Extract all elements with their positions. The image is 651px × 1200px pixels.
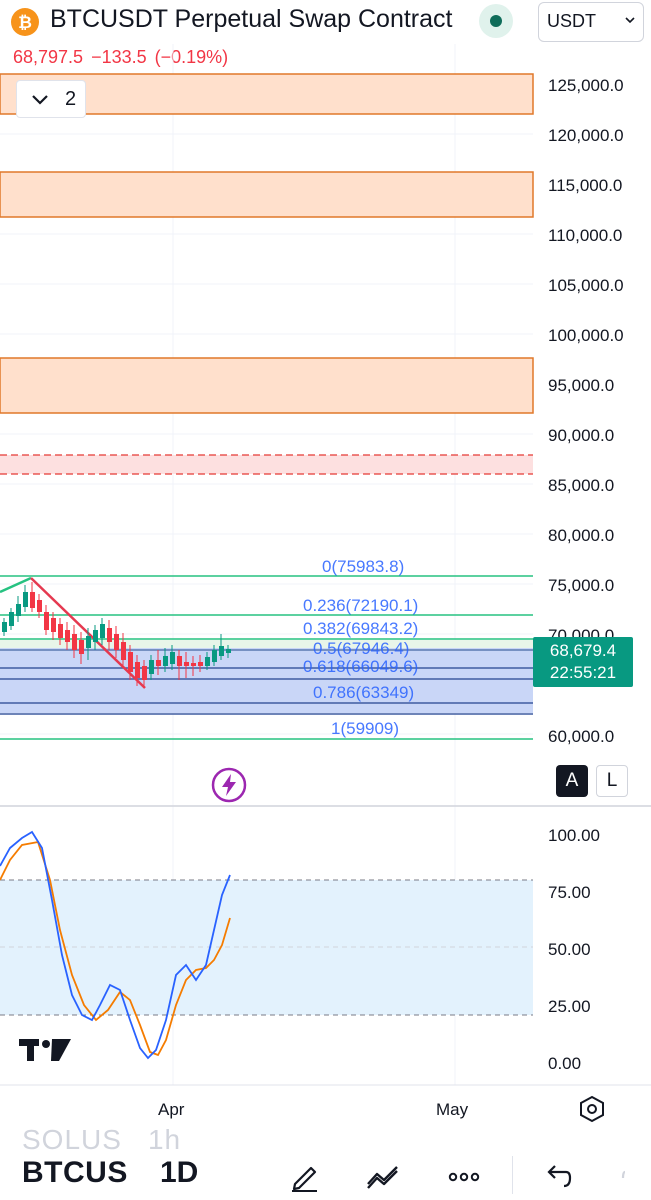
interval-button[interactable]: 1D — [160, 1156, 199, 1189]
more-icon[interactable] — [446, 1158, 482, 1194]
chevron-down-icon — [625, 17, 635, 24]
bar-countdown: 22:55:21 — [549, 663, 617, 682]
previous-interval: 1h — [147, 1124, 182, 1155]
price-chart[interactable]: 0(75983.8) 0.236(72190.1) 0.382(69843.2)… — [0, 0, 651, 1150]
tradingview-logo-icon[interactable] — [19, 1037, 71, 1063]
stoch-k-line — [0, 830, 231, 1060]
currency-value: USDT — [547, 11, 596, 31]
market-status-button[interactable] — [479, 4, 513, 38]
price-axis-label: 120,000.0 — [548, 126, 624, 145]
price-axis-label: 105,000.0 — [548, 276, 624, 295]
candlesticks[interactable] — [2, 582, 231, 688]
fib-label: 0.618(66049.6) — [303, 657, 418, 676]
indicators-icon[interactable] — [365, 1158, 401, 1194]
time-axis-label: Apr — [158, 1100, 185, 1119]
currency-select[interactable]: USDT — [538, 2, 644, 42]
fib-fill — [0, 648, 533, 713]
time-axis-label: May — [436, 1100, 469, 1119]
resistance-zone[interactable] — [0, 171, 534, 218]
indicator-count: 2 — [65, 88, 77, 110]
bottom-toolbar: BTCUS 1D — [0, 1150, 651, 1200]
chevron-down-icon — [32, 95, 48, 105]
price-change: −133.5 — [91, 47, 147, 67]
liquidity-zone[interactable] — [0, 455, 533, 474]
price-axis-label: 95,000.0 — [548, 376, 614, 395]
price-axis-label: 125,000.0 — [548, 76, 624, 95]
trend-line-up[interactable] — [0, 576, 32, 594]
indicator-collapse-button[interactable]: 2 — [16, 80, 86, 118]
current-price-tag: 68,679.4 22:55:21 — [533, 637, 633, 687]
previous-symbol-row: SOLUS 1h — [22, 1124, 207, 1156]
symbol-button[interactable]: BTCUS — [22, 1156, 128, 1189]
price-axis-label: 110,000.0 — [548, 226, 622, 245]
oscillator-axis-label: 50.00 — [548, 940, 591, 959]
fib-label: 0.382(69843.2) — [303, 619, 418, 638]
redo-icon[interactable] — [615, 1158, 651, 1194]
resistance-zone[interactable] — [0, 357, 534, 414]
oscillator-axis[interactable]: 100.00 75.00 50.00 25.00 0.00 — [548, 826, 600, 1073]
oscillator-axis-label: 25.00 — [548, 997, 591, 1016]
market-status-dot-icon — [490, 15, 502, 27]
pencil-icon[interactable] — [287, 1158, 323, 1194]
oscillator-axis-label: 75.00 — [548, 883, 591, 902]
oscillator-axis-label: 0.00 — [548, 1054, 581, 1073]
auto-scale-button[interactable]: A — [556, 765, 588, 797]
fib-label: 0.236(72190.1) — [303, 596, 418, 615]
fib-fill — [0, 640, 533, 648]
svg-text:₿: ₿ — [18, 13, 32, 32]
chart-header: ₿ BTCUSDT Perpetual Swap Contract USDT — [0, 0, 651, 44]
symbol-title[interactable]: BTCUSDT Perpetual Swap Contract — [50, 5, 453, 33]
price-axis-label: 90,000.0 — [548, 426, 614, 445]
undo-icon[interactable] — [540, 1158, 576, 1194]
price-axis-label: 60,000.0 — [548, 727, 614, 746]
price-axis-label: 85,000.0 — [548, 476, 614, 495]
previous-symbol: SOLUS — [22, 1124, 122, 1155]
last-price: 68,797.5 — [13, 47, 84, 67]
current-price-value: 68,679.4 — [549, 641, 617, 660]
fib-label: 0(75983.8) — [322, 557, 404, 576]
log-scale-button[interactable]: L — [596, 765, 628, 797]
lightning-icon[interactable] — [211, 767, 247, 803]
resistance-zone[interactable] — [0, 73, 534, 115]
price-axis-label: 80,000.0 — [548, 526, 614, 545]
price-axis-label: 75,000.0 — [548, 576, 614, 595]
price-axis-label: 115,000.0 — [548, 176, 622, 195]
toolbar-divider — [512, 1156, 513, 1194]
price-axis-label: 100,000.0 — [548, 326, 624, 345]
bitcoin-icon: ₿ — [11, 8, 39, 36]
settings-hexagon-icon[interactable] — [578, 1095, 606, 1123]
fib-label: 0.786(63349) — [313, 683, 414, 702]
fib-label: 0.5(67946.4) — [313, 639, 409, 658]
fib-label: 1(59909) — [331, 719, 399, 738]
oscillator-axis-label: 100.00 — [548, 826, 600, 845]
